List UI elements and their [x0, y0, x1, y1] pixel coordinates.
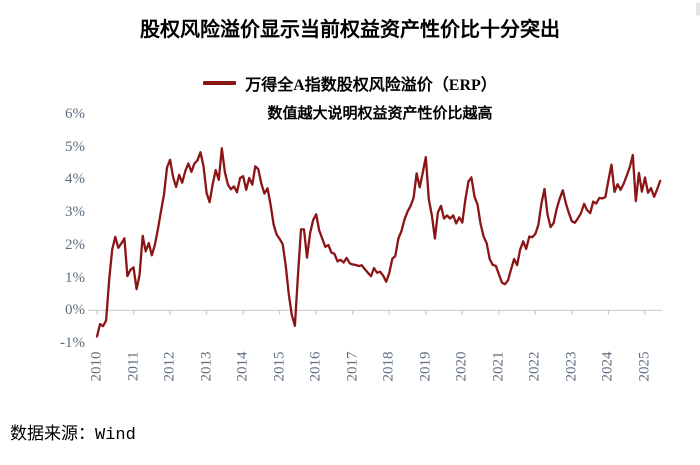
chart-subtitle: 数值越大说明权益资产性价比越高: [267, 106, 493, 122]
y-tick-label: 4%: [65, 171, 85, 188]
data-source-note: 数据来源：Wind: [10, 426, 136, 445]
y-tick-label: 1%: [65, 269, 85, 286]
x-tick-label: 2019: [417, 351, 434, 382]
x-tick-label: 2020: [453, 351, 470, 382]
x-tick-label: 2013: [198, 351, 215, 382]
x-tick-label: 2025: [636, 351, 653, 382]
x-tick-label: 2010: [88, 351, 105, 382]
chart-legend: 万得全A指数股权风险溢价（ERP）: [0, 71, 700, 95]
x-tick-label: 2015: [271, 351, 288, 382]
x-tick-label: 2016: [307, 351, 324, 382]
y-tick-label: 5%: [65, 138, 85, 155]
x-tick-label: 2017: [344, 351, 361, 382]
scrollbar-artifact: [696, 2, 700, 16]
legend-series-label: 万得全A指数股权风险溢价（ERP）: [245, 77, 497, 94]
x-tick-label: 2024: [599, 351, 616, 382]
legend-line-swatch: [203, 81, 237, 85]
y-tick-label: 0%: [65, 302, 85, 319]
x-tick-label: 2023: [563, 351, 580, 382]
x-tick-label: 2014: [234, 351, 251, 382]
y-tick-label: 6%: [65, 105, 85, 122]
x-tick-label: 2022: [526, 351, 543, 382]
x-tick-label: 2018: [380, 351, 397, 382]
y-tick-label: 2%: [65, 236, 85, 253]
chart-title: 股权风险溢价显示当前权益资产性价比十分突出: [140, 19, 560, 41]
y-tick-label: 3%: [65, 204, 85, 221]
x-tick-label: 2021: [490, 351, 507, 382]
x-tick-label: 2012: [161, 351, 178, 382]
y-tick-label: -1%: [60, 335, 85, 352]
x-tick-label: 2011: [125, 351, 142, 381]
